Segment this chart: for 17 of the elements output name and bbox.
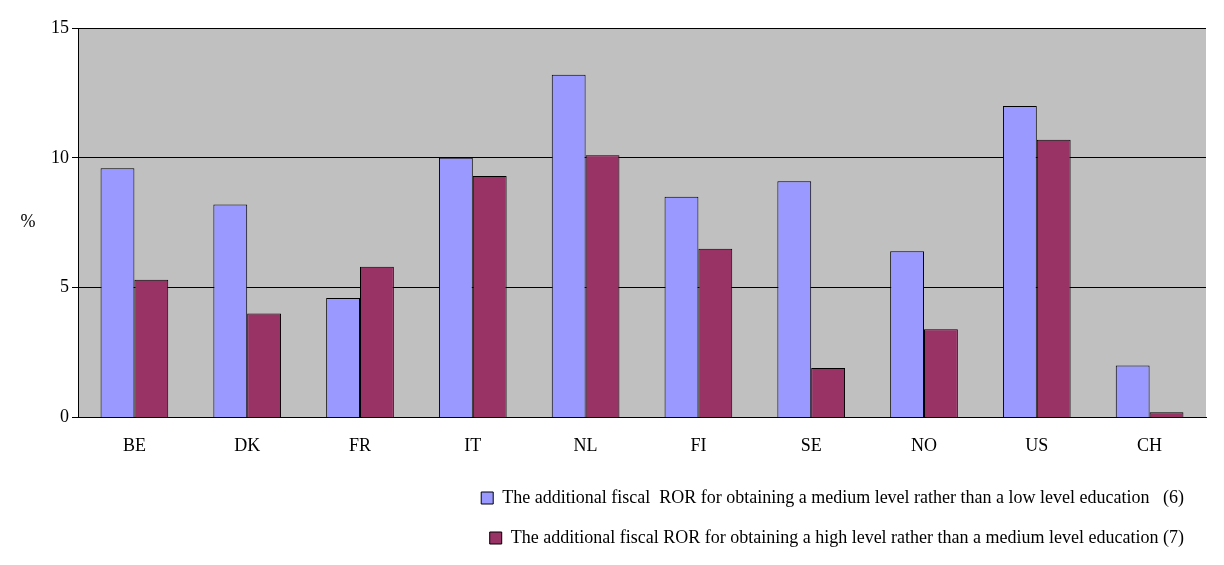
x-tick-label: SE [800,434,822,455]
y-tick-label: 15 [51,16,69,37]
x-tick-label: DK [234,434,261,455]
legend-label: The additional fiscal ROR for obtaining a medium level rather than a low level education (6) [502,486,1185,508]
y-axis-title: % [20,211,36,232]
x-tick-label: CH [1137,434,1163,455]
x-tick-label: US [1025,434,1049,455]
legend-label: The additional fiscal ROR for obtaining a high level rather than a medium level education (7) [510,526,1185,548]
y-tick-label: 0 [60,406,69,427]
x-tick-label: IT [464,434,482,455]
x-tick-label: NO [911,434,937,455]
x-tick-label: NL [573,434,598,455]
y-tick-label: 10 [51,146,69,167]
y-tick-label: 5 [60,276,69,297]
x-tick-label: FI [690,434,707,455]
x-tick-label: FR [348,434,372,455]
x-tick-label: BE [122,434,146,455]
